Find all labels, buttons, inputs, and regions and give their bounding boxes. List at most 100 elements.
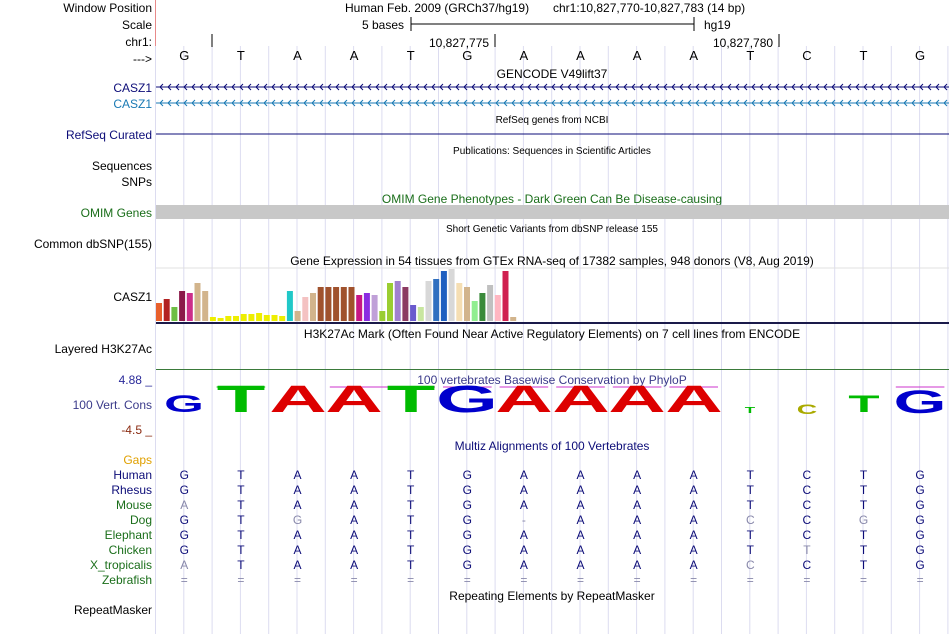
strand-arrow	[327, 83, 332, 91]
alignment-base: A	[689, 528, 698, 542]
species-label[interactable]: Dog	[129, 513, 152, 527]
alignment-base: T	[237, 528, 245, 542]
strand-arrow	[711, 83, 716, 91]
alignment-base: =	[690, 573, 698, 587]
scale-db: hg19	[704, 18, 731, 32]
alignment-base: G	[915, 468, 925, 482]
gtex-bar	[387, 283, 393, 321]
h3k27ac-track-title: H3K27Ac Mark (Often Found Near Active Re…	[303, 327, 801, 341]
gtex-bar	[286, 291, 293, 321]
snps-label[interactable]: SNPs	[121, 175, 152, 189]
species-label[interactable]: Elephant	[104, 528, 152, 542]
strand-arrow	[335, 99, 340, 107]
scale-text: 5 bases	[362, 18, 405, 32]
strand-arrow	[767, 99, 772, 107]
alignment-base: A	[633, 513, 642, 527]
omim-feature-bar[interactable]	[156, 205, 949, 219]
strand-arrow	[231, 99, 236, 107]
strand-arrow	[935, 99, 940, 107]
gencode-gene-label[interactable]: CASZ1	[113, 81, 152, 95]
position-text[interactable]: chr1:10,827,770-10,827,783 (14 bp)	[553, 1, 746, 15]
sequences-label[interactable]: Sequences	[91, 159, 152, 173]
strand-arrow	[559, 83, 564, 91]
alignment-base: T	[407, 498, 415, 512]
alignment-base: G	[915, 543, 925, 557]
strand-arrow	[431, 83, 436, 91]
strand-arrow	[207, 99, 212, 107]
alignment-base: G	[915, 558, 925, 572]
strand-arrow	[743, 83, 748, 91]
gtex-bar	[487, 285, 494, 321]
alignment-base: T	[407, 513, 415, 527]
gtex-bar	[279, 316, 286, 321]
conservation-letter: C	[796, 401, 818, 417]
species-label[interactable]: Rhesus	[111, 483, 152, 497]
repeatmasker-label[interactable]: RepeatMasker	[73, 603, 152, 617]
gtex-bar	[356, 295, 363, 321]
alignment-base: T	[859, 483, 868, 497]
sequence-base: A	[293, 48, 302, 63]
strand-arrow	[447, 83, 452, 91]
species-label[interactable]: Mouse	[115, 498, 152, 512]
strand-arrow	[375, 83, 380, 91]
gtex-bar	[371, 295, 378, 321]
strand-arrow	[647, 99, 652, 107]
strand-arrow	[519, 83, 524, 91]
strand-arrow	[847, 99, 852, 107]
strand-arrow	[847, 83, 852, 91]
strand-arrow	[815, 99, 820, 107]
species-label[interactable]: X_tropicalis	[89, 558, 152, 572]
strand-arrow	[175, 99, 180, 107]
strand-arrow	[599, 83, 604, 91]
refseq-label[interactable]: RefSeq Curated	[65, 128, 152, 142]
strand-arrow	[399, 83, 404, 91]
strand-arrow	[215, 83, 220, 91]
alignment-base: A	[576, 468, 585, 482]
gtex-expression-chart[interactable]	[0, 0, 950, 330]
alignment-base: A	[576, 558, 585, 572]
strand-arrow	[591, 99, 596, 107]
gtex-bar	[417, 307, 424, 321]
alignment-base: A	[293, 528, 302, 542]
conservation-letter: A	[325, 378, 383, 421]
species-label[interactable]: Zebrafish	[101, 573, 152, 587]
gtex-gene-label[interactable]: CASZ1	[113, 290, 152, 304]
strand-arrow	[775, 99, 780, 107]
strand-arrow	[527, 99, 532, 107]
gene-models[interactable]	[0, 0, 950, 140]
alignment-base: A	[350, 498, 359, 512]
strand-arrow	[919, 99, 924, 107]
alignment-base: G	[179, 543, 189, 557]
strand-arrow	[903, 99, 908, 107]
strand-arrow	[863, 99, 868, 107]
assembly-text: Human Feb. 2009 (GRCh37/hg19)	[345, 1, 530, 15]
strand-arrow	[479, 83, 484, 91]
alignment-base: =	[576, 573, 585, 587]
species-label[interactable]: Chicken	[108, 543, 152, 557]
strand-arrow	[623, 83, 628, 91]
gaps-label[interactable]: Gaps	[123, 453, 152, 467]
alignment-base: A	[576, 513, 585, 527]
sequence-base: T	[859, 48, 868, 63]
conservation-label[interactable]: 100 Vert. Cons	[72, 398, 152, 412]
strand-arrow	[559, 99, 564, 107]
strand-arrow	[551, 99, 556, 107]
strand-arrow	[367, 83, 372, 91]
strand-arrow	[439, 99, 444, 107]
alignment-base: T	[407, 483, 415, 497]
strand-arrow	[695, 99, 700, 107]
dbsnp-label[interactable]: Common dbSNP(155)	[33, 237, 152, 251]
gtex-bar	[248, 314, 255, 321]
strand-arrow	[175, 83, 180, 91]
strand-arrow	[567, 99, 572, 107]
alignment-base: G	[462, 498, 472, 512]
omim-label[interactable]: OMIM Genes	[80, 206, 152, 220]
strand-arrow	[551, 83, 556, 91]
strand-arrow	[783, 99, 788, 107]
gencode-gene-label[interactable]: CASZ1	[113, 97, 152, 111]
h3k27ac-label[interactable]: Layered H3K27Ac	[54, 342, 152, 356]
alignment-base: A	[519, 483, 528, 497]
species-label[interactable]: Human	[113, 468, 152, 482]
gtex-bar	[271, 315, 278, 321]
publications-track-title: Publications: Sequences in Scientific Ar…	[453, 146, 651, 157]
